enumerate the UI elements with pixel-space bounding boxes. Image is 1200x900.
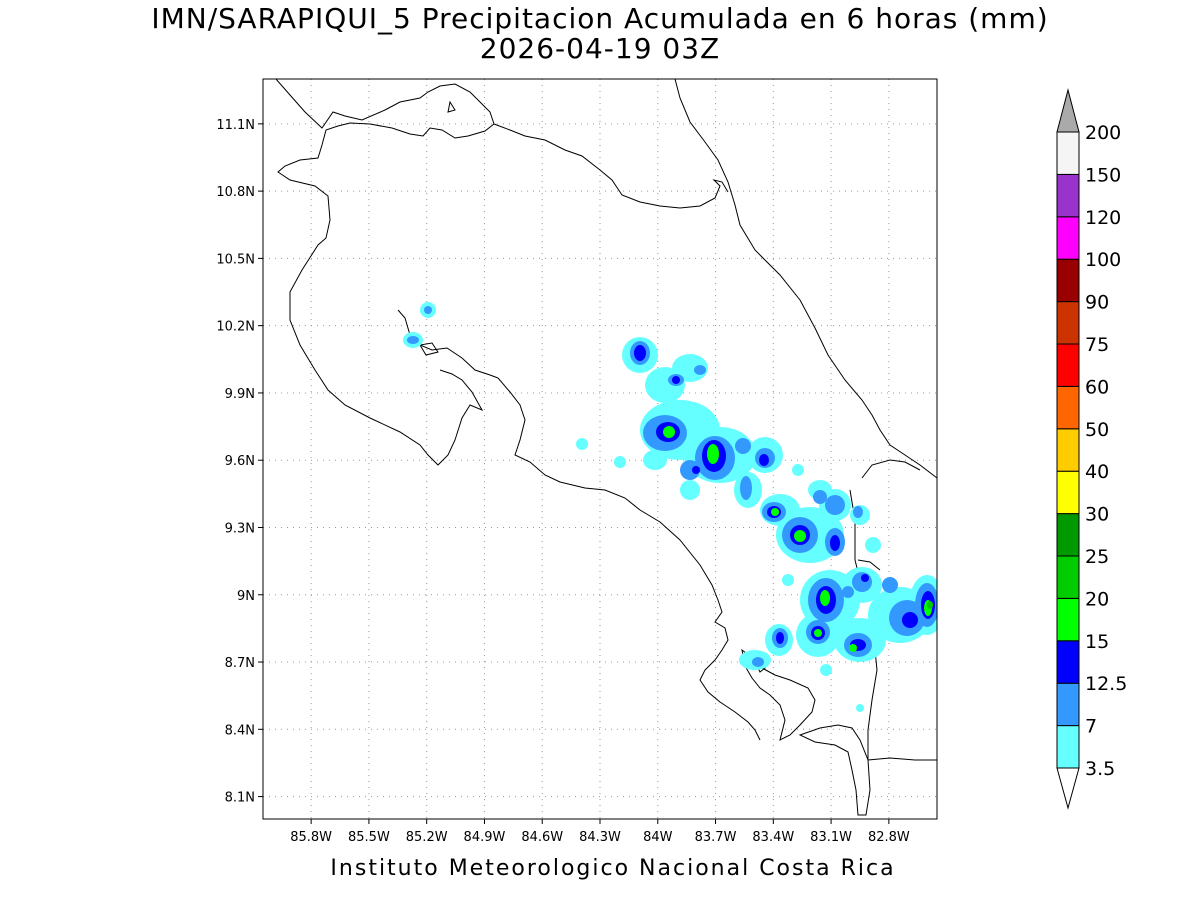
colorbar-segment (1056, 682, 1080, 727)
colorbar-segment (1056, 470, 1080, 515)
colorbar-label: 30 (1085, 504, 1109, 526)
colorbar-label: 7 (1085, 716, 1097, 738)
lon-tick-label: 83.7W (695, 830, 737, 845)
colorbar-segment (1056, 258, 1080, 303)
colorbar-label: 25 (1085, 546, 1109, 568)
precip-15 (663, 426, 932, 652)
lon-tick-label: 84W (643, 830, 673, 845)
colorbar-segment (1056, 301, 1080, 345)
osa-peninsula (741, 648, 816, 741)
colorbar-segment (1056, 513, 1080, 557)
colorbar-label: 50 (1085, 419, 1109, 441)
colorbar-label: 12.5 (1085, 673, 1127, 695)
colorbar-label: 75 (1085, 334, 1109, 356)
colorbar-segment (1056, 428, 1080, 472)
map-footer: Instituto Meteorologico Nacional Costa R… (330, 856, 896, 881)
north-border (493, 123, 729, 209)
map-gridlines (263, 79, 937, 819)
lon-axis: 85.8W 85.5W 85.2W 84.9W 84.6W 84.3W 84W 83.7W 83… (290, 819, 910, 845)
colorbar-label: 90 (1085, 292, 1109, 314)
precip-7 (407, 306, 937, 667)
colorbar-segment (1056, 385, 1080, 430)
colorbar-label: 15 (1085, 631, 1109, 653)
colorbar-segment (1056, 216, 1080, 260)
lat-tick-label: 9.9N (225, 387, 255, 402)
colorbar-label: 40 (1085, 461, 1109, 483)
precip-20 (927, 601, 933, 609)
colorbar-high-arrow (1056, 88, 1080, 133)
lat-tick-label: 11.1N (216, 118, 255, 133)
colorbar-segment (1056, 343, 1080, 387)
colorbar-label: 100 (1085, 249, 1121, 271)
coastlines (275, 79, 937, 816)
colorbar-label: 20 (1085, 588, 1109, 610)
colorbar-label: 60 (1085, 376, 1109, 398)
pacific-coast (497, 377, 761, 741)
lat-tick-label: 9N (237, 589, 255, 604)
map-subtitle: 2026-04-19 03Z (479, 32, 721, 65)
lat-tick-label: 10.8N (216, 185, 255, 200)
lat-axis: 8.1N 8.4N 8.7N 9N 9.3N 9.6N 9.9N 10.2N 10.5N 10.8… (216, 118, 263, 806)
lat-tick-label: 10.2N (216, 320, 255, 335)
lat-tick-label: 9.6N (225, 454, 255, 469)
plot-frame (262, 78, 938, 820)
colorbar-label: 150 (1085, 164, 1121, 186)
colorbar-label: 3.5 (1085, 758, 1115, 780)
lat-tick-label: 8.4N (225, 723, 255, 738)
lon-tick-label: 85.5W (348, 830, 390, 845)
colorbar-segment (1056, 640, 1080, 684)
lon-tick-label: 85.8W (290, 830, 332, 845)
lon-tick-label: 84.3W (579, 830, 621, 845)
lon-tick-label: 84.9W (464, 830, 506, 845)
nicoya-gulf (397, 309, 499, 379)
colorbar-label: 120 (1085, 207, 1121, 229)
lon-tick-label: 84.6W (521, 830, 563, 845)
nicaragua-lake-shore (275, 79, 495, 466)
lon-tick-label: 83.1W (810, 830, 852, 845)
precip-field (403, 302, 937, 712)
colorbar-segment (1056, 597, 1080, 642)
lon-tick-label: 82.8W (868, 830, 910, 845)
colorbar-low-arrow (1056, 767, 1080, 810)
lat-tick-label: 10.5N (216, 252, 255, 267)
colorbar-segment (1056, 131, 1080, 175)
lon-tick-label: 85.2W (406, 830, 448, 845)
colorbar-segment (1056, 173, 1080, 218)
colorbar-segment (1056, 555, 1080, 599)
colorbar-segment (1056, 725, 1080, 769)
lon-tick-label: 83.4W (752, 830, 794, 845)
lat-tick-label: 8.7N (225, 656, 255, 671)
colorbar: 3.5 7 12.5 15 20 25 30 40 50 60 75 90 100 120 150 200 (1056, 88, 1127, 810)
lat-tick-label: 9.3N (225, 521, 255, 536)
caribbean-coast (674, 79, 937, 479)
map-title: IMN/SARAPIQUI_5 Precipitacion Acumulada … (151, 2, 1049, 35)
colorbar-label: 200 (1085, 122, 1121, 144)
lat-tick-label: 8.1N (225, 791, 255, 806)
burica (798, 724, 871, 816)
